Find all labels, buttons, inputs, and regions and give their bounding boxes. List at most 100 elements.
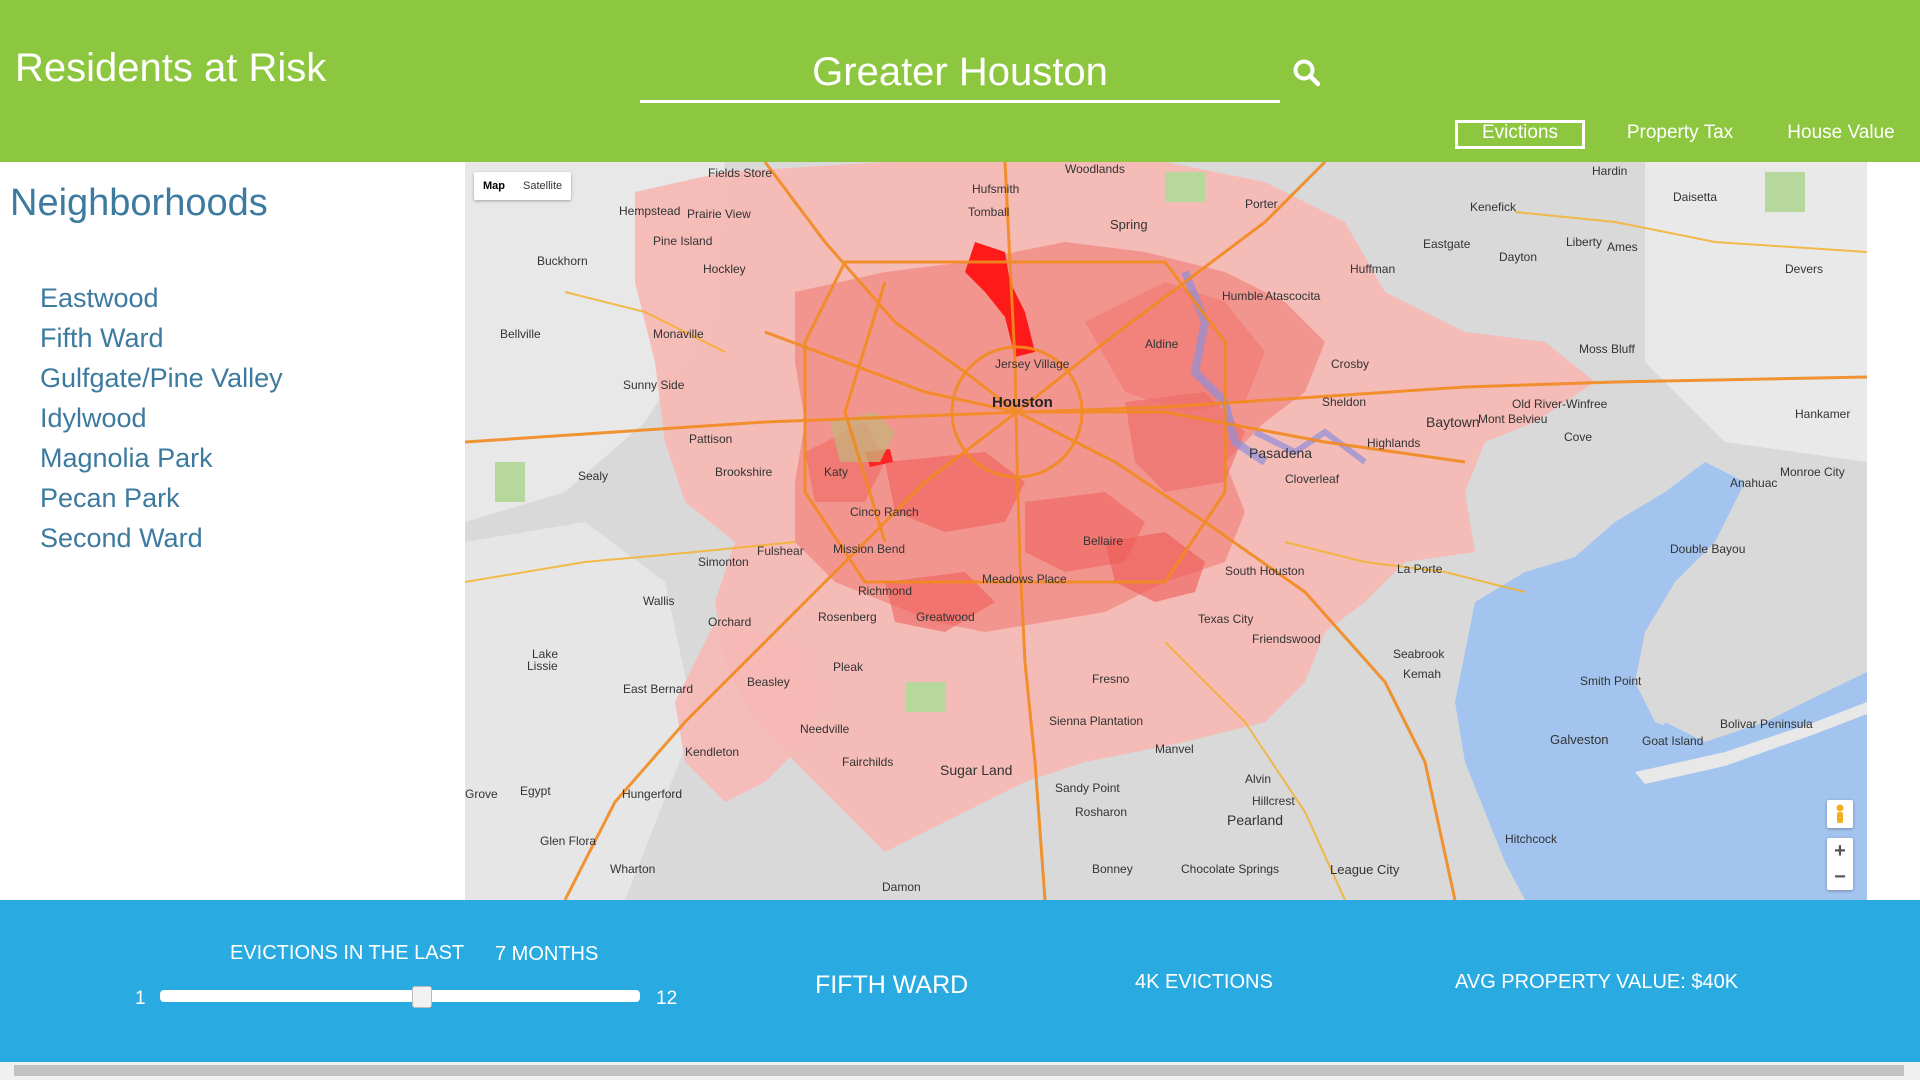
map-type-map-button[interactable]: Map: [483, 180, 505, 192]
map-label-league-city: League City: [1330, 862, 1400, 877]
map-label-hockley: Hockley: [703, 262, 746, 276]
map-label-mission-bend: Mission Bend: [833, 542, 906, 556]
eviction-map[interactable]: Houston Pasadena Baytown Spring Katy Sug…: [465, 162, 1867, 900]
map-label-pasadena: Pasadena: [1249, 445, 1313, 461]
map-label-spring: Spring: [1110, 217, 1148, 232]
tab-property-tax[interactable]: Property Tax: [1626, 122, 1734, 143]
map-label-meadows-place: Meadows Place: [982, 572, 1067, 586]
map-label-glen-flora: Glen Flora: [540, 834, 597, 848]
map-label-monaville: Monaville: [653, 327, 704, 341]
months-slider-handle[interactable]: [411, 986, 432, 1008]
search-input[interactable]: [640, 44, 1280, 103]
zoom-in-button[interactable]: +: [1834, 840, 1846, 862]
neighborhood-item-magnolia-park[interactable]: Magnolia Park: [40, 443, 213, 473]
horizontal-scrollbar[interactable]: [0, 1062, 1920, 1080]
map-label-seabrook: Seabrook: [1393, 647, 1445, 661]
tab-evictions[interactable]: Evictions: [1455, 120, 1585, 149]
neighborhood-item-pecan-park[interactable]: Pecan Park: [40, 483, 180, 513]
map-label-richmond: Richmond: [858, 584, 913, 598]
map-label-bellaire: Bellaire: [1083, 534, 1124, 548]
horizontal-scrollbar-thumb[interactable]: [14, 1065, 1904, 1076]
neighborhood-item-gulfgate-pine-valley[interactable]: Gulfgate/Pine Valley: [40, 363, 283, 393]
months-value-label: 7 MONTHS: [495, 943, 599, 965]
map-label-waller: Lake: [532, 647, 559, 661]
tab-house-value[interactable]: House Value: [1787, 122, 1895, 143]
map-label-kemah: Kemah: [1403, 667, 1442, 681]
map-label-orchard: Orchard: [708, 615, 752, 629]
map-label-sheldon: Sheldon: [1322, 395, 1367, 409]
neighborhood-list: Eastwood Fifth Ward Gulfgate/Pine Valley…: [40, 278, 283, 558]
map-label-baytown: Baytown: [1426, 414, 1480, 430]
map-label-jersey-village: Jersey Village: [995, 357, 1070, 371]
map-label-highlands: Highlands: [1367, 436, 1421, 450]
slider-min-label: 1: [135, 988, 146, 1009]
map-label-buckhorn: Buckhorn: [537, 254, 588, 268]
map-canvas[interactable]: [465, 162, 1867, 900]
map-label-fulshear: Fulshear: [757, 544, 804, 558]
map-label-humble: Humble: [1222, 289, 1264, 303]
map-label-atascocita: Atascocita: [1265, 289, 1321, 303]
map-label-beasley: Beasley: [747, 675, 790, 689]
map-label-sunny-side: Sunny Side: [623, 378, 685, 392]
map-label-hufsmith: Hufsmith: [972, 182, 1020, 196]
map-label-old-river: Old River-Winfree: [1512, 397, 1608, 411]
map-label-egypt: Egypt: [520, 784, 551, 798]
map-label-houston: Houston: [992, 394, 1053, 411]
slider-max-label: 12: [656, 988, 678, 1009]
neighborhood-item-fifth-ward[interactable]: Fifth Ward: [40, 323, 164, 353]
map-label-hillcrest: Hillcrest: [1252, 794, 1295, 808]
map-label-la-porte: La Porte: [1397, 562, 1443, 576]
map-label-eastgate: Eastgate: [1423, 237, 1471, 251]
map-label-smith-point: Smith Point: [1580, 674, 1642, 688]
map-type-satellite-button[interactable]: Satellite: [523, 180, 563, 192]
map-label-sienna: Sienna Plantation: [1049, 714, 1144, 728]
map-label-simonton: Simonton: [698, 555, 749, 569]
map-label-fields-store: Fields Store: [708, 166, 773, 180]
map-label-brookshire: Brookshire: [715, 465, 773, 479]
map-label-damon: Damon: [882, 880, 921, 894]
map-label-kenefick: Kenefick: [1470, 200, 1517, 214]
map-label-texas-city: Texas City: [1198, 612, 1254, 626]
stats-panel: EVICTIONS IN THE LAST 7 MONTHS 1 12 FIFT…: [0, 900, 1920, 1062]
map-label-katy: Katy: [824, 465, 849, 479]
map-label-hempstead: Hempstead: [619, 204, 681, 218]
zoom-control: + −: [1827, 838, 1853, 890]
neighborhood-item-eastwood[interactable]: Eastwood: [40, 283, 159, 313]
search-bar: [640, 44, 1321, 103]
map-label-hankamer: Hankamer: [1795, 407, 1851, 421]
map-label-chocolate-springs: Chocolate Springs: [1181, 862, 1280, 876]
map-label-double-bayou: Double Bayou: [1670, 542, 1746, 556]
map-label-woodlands: Woodlands: [1065, 162, 1125, 176]
map-type-control: Map Satellite: [474, 172, 572, 200]
map-label-sugar-land: Sugar Land: [940, 762, 1013, 778]
map-label-cloverleaf: Cloverleaf: [1285, 472, 1340, 486]
evictions-period-label: EVICTIONS IN THE LAST: [230, 942, 465, 964]
street-view-pegman-icon[interactable]: [1827, 800, 1853, 828]
map-label-wallis: Wallis: [643, 594, 675, 608]
search-icon[interactable]: [1292, 58, 1322, 88]
map-label-prairie-view: Prairie View: [687, 207, 751, 221]
map-label-pearland: Pearland: [1227, 812, 1284, 828]
map-label-rosharon: Rosharon: [1075, 805, 1128, 819]
map-label-bellville: Bellville: [500, 327, 541, 341]
zoom-out-button[interactable]: −: [1834, 866, 1846, 888]
evictions-count-stat: 4K EVICTIONS: [1135, 971, 1273, 993]
map-label-ames: Ames: [1607, 240, 1638, 254]
map-label-pleak: Pleak: [833, 660, 864, 674]
map-label-pattison: Pattison: [689, 432, 733, 446]
neighborhood-item-second-ward[interactable]: Second Ward: [40, 523, 203, 553]
neighborhood-item-idylwood[interactable]: Idylwood: [40, 403, 147, 433]
map-label-south-houston: South Houston: [1225, 564, 1305, 578]
months-slider[interactable]: [160, 986, 640, 1008]
map-label-wharton: Wharton: [610, 862, 656, 876]
map-label-liberty: Liberty: [1566, 235, 1603, 249]
header: Residents at Risk Evictions Property Tax…: [0, 0, 1920, 162]
map-label-bolivar: Bolivar Peninsula: [1720, 717, 1813, 731]
map-label-alvin: Alvin: [1245, 772, 1272, 786]
map-label-galveston: Galveston: [1550, 732, 1609, 747]
map-label-cove: Cove: [1564, 430, 1593, 444]
map-label-dayton: Dayton: [1499, 250, 1538, 264]
app-title: Residents at Risk: [15, 46, 327, 90]
map-label-needville: Needville: [800, 722, 850, 736]
map-label-greatwood: Greatwood: [916, 610, 975, 624]
